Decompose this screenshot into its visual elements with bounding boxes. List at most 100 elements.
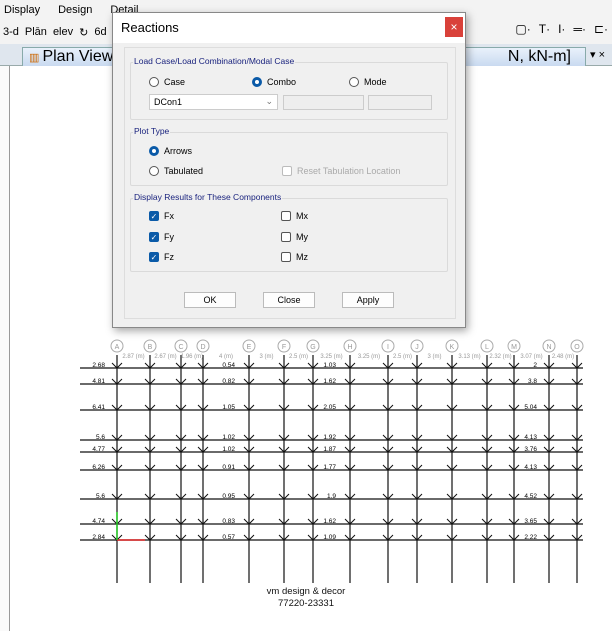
reaction-value: 4.13 bbox=[524, 464, 537, 471]
reaction-arrow bbox=[197, 362, 209, 369]
grid-label: F bbox=[282, 344, 286, 351]
grid-bubble bbox=[306, 339, 320, 353]
reaction-arrow bbox=[481, 518, 493, 525]
reaction-arrow bbox=[307, 534, 319, 541]
reaction-value: 0.82 bbox=[222, 378, 235, 385]
wall-tool-icon[interactable]: ⊏· bbox=[593, 22, 608, 36]
radio-arrows[interactable]: Arrows bbox=[149, 146, 192, 156]
apply-button[interactable]: Apply bbox=[342, 292, 394, 308]
menu-design[interactable]: Design bbox=[58, 4, 93, 16]
radio-mode-circle[interactable] bbox=[349, 77, 359, 87]
reaction-arrow bbox=[411, 378, 423, 385]
close-icon[interactable]: × bbox=[445, 17, 463, 37]
reaction-arrow bbox=[382, 362, 394, 369]
grid-bubble bbox=[570, 339, 584, 353]
checkbox-fy[interactable]: ✓ Fy bbox=[149, 232, 174, 242]
reaction-arrow bbox=[446, 378, 458, 385]
glasses-icon[interactable]: 6d bbox=[94, 26, 107, 38]
close-button[interactable]: Close bbox=[263, 292, 315, 308]
reaction-arrow bbox=[481, 362, 493, 369]
radio-case[interactable]: Case bbox=[149, 77, 185, 87]
grid-bubble bbox=[343, 339, 357, 353]
reaction-arrow bbox=[197, 446, 209, 453]
reaction-arrow bbox=[508, 534, 520, 541]
reactions-dialog: Reactions × bbox=[112, 12, 466, 328]
check-icon[interactable]: ✓ bbox=[149, 252, 159, 262]
check-icon[interactable]: ✓ bbox=[149, 211, 159, 221]
grid-bubble bbox=[480, 339, 494, 353]
elevation-view-button[interactable]: elev bbox=[52, 26, 74, 38]
reaction-arrow bbox=[144, 464, 156, 471]
reaction-arrow bbox=[508, 378, 520, 385]
rotate-icon[interactable]: ↻ bbox=[79, 26, 89, 39]
tab-close-button[interactable]: ▾ × bbox=[590, 49, 606, 61]
reaction-arrow bbox=[543, 493, 555, 500]
reaction-arrow bbox=[111, 404, 123, 411]
checkbox-fx[interactable]: ✓ Fx bbox=[149, 211, 174, 221]
checkbox-my[interactable]: My bbox=[281, 232, 308, 242]
brace-tool-icon[interactable]: ═· bbox=[573, 22, 586, 36]
reaction-arrow bbox=[344, 362, 356, 369]
reaction-arrow bbox=[508, 493, 520, 500]
reaction-value: 2.05 bbox=[323, 404, 336, 411]
dimension-label: 2.5 (m) bbox=[393, 354, 412, 360]
reaction-value: 2 bbox=[533, 362, 537, 369]
combo-dropdown[interactable]: DCon1 ⌄ bbox=[149, 94, 278, 110]
reaction-value: 2.68 bbox=[92, 362, 105, 369]
tab-plan-title[interactable]: N, kN-m] bbox=[440, 47, 586, 66]
reaction-value: 0.54 bbox=[222, 362, 235, 369]
dimension-label: 3.13 (m) bbox=[458, 354, 480, 360]
load-case-group: Load Case/Load Combination/Modal Case bbox=[130, 56, 448, 120]
reaction-arrow bbox=[411, 518, 423, 525]
slab-tool-icon[interactable]: ▢· bbox=[515, 22, 531, 36]
dimension-label: 2.48 (m) bbox=[552, 354, 574, 360]
radio-arrows-circle[interactable] bbox=[149, 146, 159, 156]
plan-view-button[interactable]: Plān bbox=[24, 26, 47, 38]
reaction-arrow bbox=[307, 518, 319, 525]
reaction-arrow bbox=[543, 518, 555, 525]
beam-tool-icon[interactable]: T· bbox=[538, 22, 551, 36]
column-tool-icon[interactable]: I· bbox=[558, 22, 566, 36]
reaction-value: 0.91 bbox=[222, 464, 235, 471]
reaction-arrow bbox=[243, 362, 255, 369]
radio-combo[interactable]: Combo bbox=[252, 77, 296, 87]
reaction-arrow bbox=[481, 464, 493, 471]
reaction-arrow bbox=[278, 534, 290, 541]
radio-mode[interactable]: Mode bbox=[349, 77, 387, 87]
reaction-value: 6.26 bbox=[92, 464, 105, 471]
grid-label: D bbox=[200, 344, 205, 351]
ok-button[interactable]: OK bbox=[184, 292, 236, 308]
reaction-arrow bbox=[446, 464, 458, 471]
reaction-arrow bbox=[344, 404, 356, 411]
dimension-label: 4 (m) bbox=[219, 354, 233, 360]
reaction-arrow bbox=[543, 404, 555, 411]
reaction-arrow bbox=[307, 434, 319, 441]
reaction-arrow bbox=[111, 464, 123, 471]
radio-combo-circle[interactable] bbox=[252, 77, 262, 87]
reaction-arrow bbox=[571, 362, 583, 369]
reaction-value: 1.03 bbox=[323, 362, 336, 369]
3d-view-button[interactable]: 3-d bbox=[3, 26, 19, 38]
reaction-arrow bbox=[175, 493, 187, 500]
reaction-arrow bbox=[543, 362, 555, 369]
checkbox-mz[interactable]: Mz bbox=[281, 252, 308, 262]
reaction-value: 3.8 bbox=[528, 378, 537, 385]
radio-case-circle[interactable] bbox=[149, 77, 159, 87]
reaction-arrow bbox=[344, 464, 356, 471]
grid-bubble bbox=[410, 339, 424, 353]
radio-tabulated-circle[interactable] bbox=[149, 166, 159, 176]
radio-tabulated[interactable]: Tabulated bbox=[149, 166, 203, 176]
reaction-arrow bbox=[278, 464, 290, 471]
reaction-arrow bbox=[307, 493, 319, 500]
menu-display[interactable]: Display bbox=[4, 4, 41, 16]
check-icon[interactable]: ✓ bbox=[149, 232, 159, 242]
checkbox-fz[interactable]: ✓ Fz bbox=[149, 252, 174, 262]
reaction-arrow bbox=[382, 464, 394, 471]
reaction-value: 1.92 bbox=[323, 434, 336, 441]
dimension-label: 2.32 (m) bbox=[489, 354, 511, 360]
reaction-arrow bbox=[411, 493, 423, 500]
reaction-arrow bbox=[446, 434, 458, 441]
checkbox-mx[interactable]: Mx bbox=[281, 211, 308, 221]
reaction-value: 4.74 bbox=[92, 518, 105, 525]
